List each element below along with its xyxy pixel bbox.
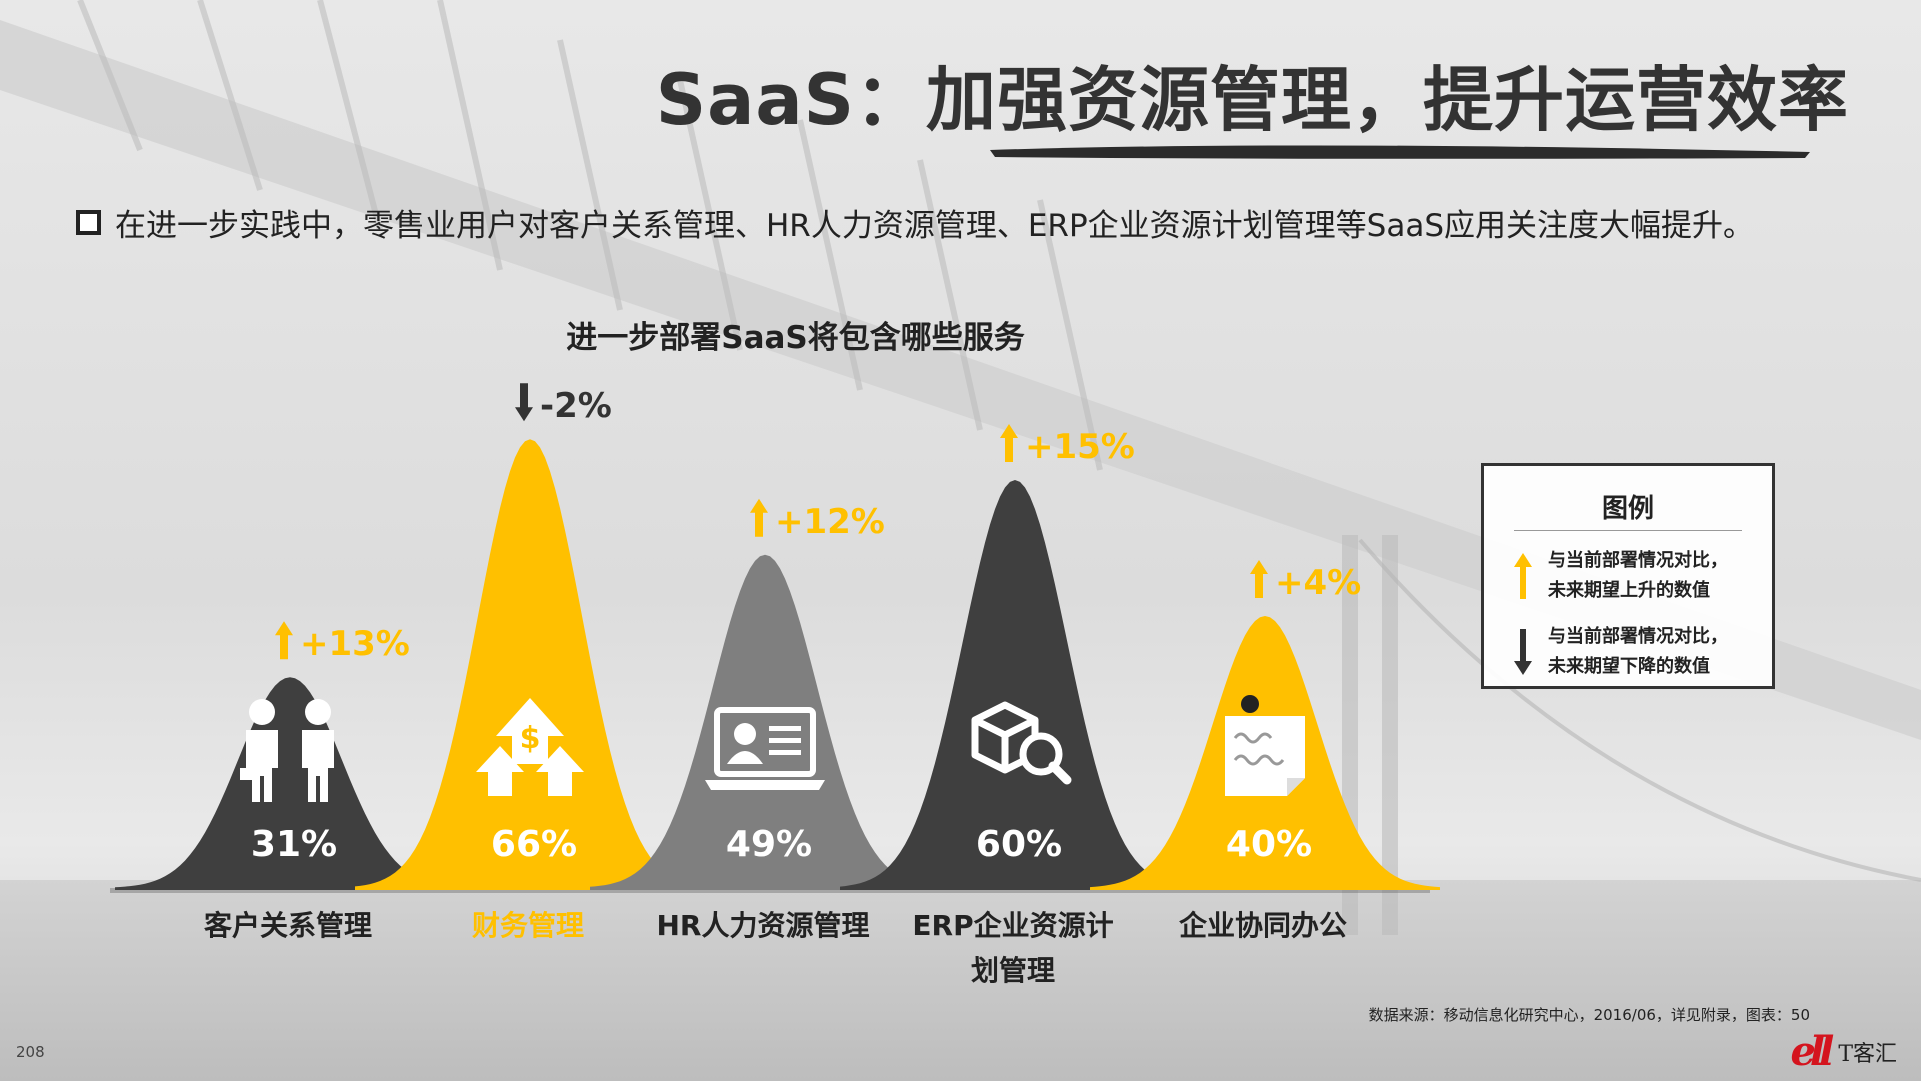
category-label-1: 客户关系管理 <box>204 909 372 942</box>
category-label-5: 企业协同办公 <box>1179 909 1347 942</box>
money-growth-icon: $ <box>476 698 584 796</box>
change-arrow-up-icon <box>1250 560 1268 598</box>
data-source: 数据来源：移动信息化研究中心，2016/06，详见附录，图表：50 <box>1368 1006 1810 1024</box>
value-label-4: 60% <box>976 824 1062 865</box>
logo-mark-icon: ell <box>1790 1028 1834 1075</box>
page-title: SaaS：加强资源管理，提升运营效率 <box>655 59 1849 141</box>
legend-up-line-2: 未来期望上升的数值 <box>1548 580 1710 601</box>
value-label-5: 40% <box>1226 824 1312 865</box>
svg-text:$: $ <box>520 721 541 756</box>
change-label-2: -2% <box>540 386 612 426</box>
bullet-square-icon <box>76 210 101 235</box>
people-icon <box>240 699 334 802</box>
value-label-2: 66% <box>491 824 577 865</box>
bell-4 <box>840 480 1190 890</box>
legend-item-down: 与当前部署情况对比， 未来期望下降的数值 <box>1514 622 1758 682</box>
brand-logo: ell T客汇 <box>1790 1028 1897 1075</box>
legend-title: 图例 <box>1601 494 1654 524</box>
change-label-5: +4% <box>1275 563 1361 603</box>
page-number: 208 <box>16 1043 45 1061</box>
change-arrow-up-icon <box>1000 424 1018 462</box>
arrow-up-icon <box>1514 553 1532 599</box>
bell-1 <box>115 677 465 890</box>
change-label-1: +13% <box>300 624 410 664</box>
box-search-icon <box>971 701 1072 785</box>
bell-3 <box>590 554 940 890</box>
brand-name: T客汇 <box>1838 1041 1897 1067</box>
category-label-4-line-2: 划管理 <box>971 954 1055 987</box>
intro-bullet: 在进一步实践中，零售业用户对客户关系管理、HR人力资源管理、ERP企业资源计划管… <box>76 200 1754 245</box>
chart-baseline <box>110 888 1430 893</box>
category-label-4-line-1: ERP企业资源计 <box>912 909 1113 942</box>
change-label-3: +12% <box>775 502 885 542</box>
intro-text: 在进一步实践中，零售业用户对客户关系管理、HR人力资源管理、ERP企业资源计划管… <box>115 208 1755 244</box>
chart-title: 进一步部署SaaS将包含哪些服务 <box>566 320 1025 356</box>
profile-laptop-icon <box>705 707 825 790</box>
sticky-note-icon <box>1225 695 1305 796</box>
legend-divider <box>1514 530 1742 531</box>
change-arrow-up-icon <box>275 621 293 660</box>
arrow-down-icon <box>1514 629 1532 675</box>
change-label-4: +15% <box>1025 427 1135 467</box>
change-arrow-down-icon <box>515 383 533 422</box>
legend-down-line-1: 与当前部署情况对比， <box>1548 626 1728 647</box>
legend-item-up: 与当前部署情况对比， 未来期望上升的数值 <box>1514 546 1758 606</box>
value-label-1: 31% <box>251 824 337 865</box>
change-arrow-up-icon <box>750 498 768 537</box>
legend-down-line-2: 未来期望下降的数值 <box>1548 656 1710 677</box>
category-label-2: 财务管理 <box>472 909 584 942</box>
category-label-3: HR人力资源管理 <box>657 909 870 942</box>
legend-up-line-1: 与当前部署情况对比， <box>1548 550 1728 571</box>
bell-2 <box>355 439 705 890</box>
value-label-3: 49% <box>726 824 812 865</box>
legend: 图例 与当前部署情况对比， 未来期望上升的数值 与当前部署情况对比， 未来期望下… <box>1481 463 1775 689</box>
